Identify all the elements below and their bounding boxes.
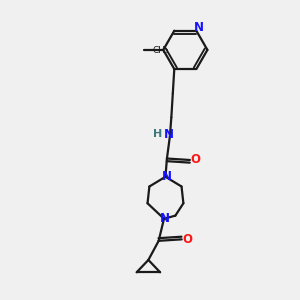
Text: N: N: [160, 212, 170, 225]
Text: H: H: [153, 129, 162, 139]
Text: N: N: [194, 21, 203, 34]
Text: O: O: [182, 233, 193, 246]
Text: CH₃: CH₃: [152, 46, 169, 55]
Text: N: N: [164, 128, 173, 141]
Text: N: N: [162, 170, 172, 183]
Text: O: O: [191, 154, 201, 166]
